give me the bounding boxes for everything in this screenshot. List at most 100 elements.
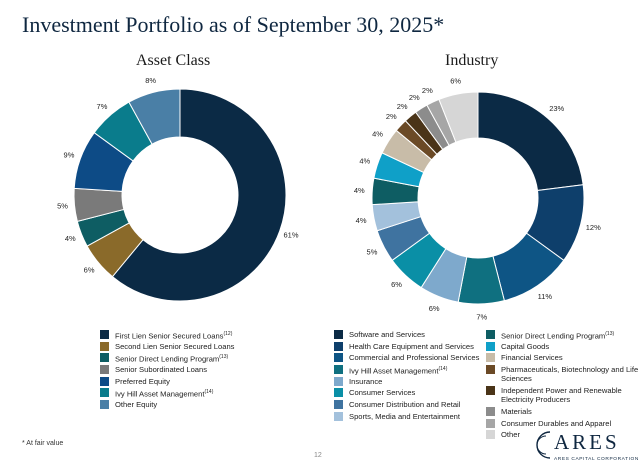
slice-value-label: 2% [422, 86, 433, 95]
legend-label: Consumer Distribution and Retail [349, 400, 461, 410]
footnote-ref: (13) [219, 354, 229, 361]
legend-swatch [486, 365, 495, 375]
legend-swatch [100, 400, 109, 410]
legend-label: Financial Services [501, 353, 563, 363]
legend-label: Second Lien Senior Secured Loans [115, 341, 235, 351]
industry-legend-column-1: Software and Services Health Care Equipme… [334, 330, 479, 424]
footnote-ref: (14) [438, 366, 448, 373]
slice-value-label: 5% [57, 202, 68, 211]
legend-label: Consumer Services [349, 388, 416, 398]
legend-item: Senior Subordinated Loans [100, 365, 234, 377]
slice-value-label: 4% [354, 186, 365, 195]
legend-swatch [100, 341, 109, 351]
legend-swatch [334, 341, 343, 351]
slice-value-label: 61% [284, 230, 299, 239]
legend-label: Senior Direct Lending Program(13) [115, 354, 229, 364]
asset-class-chart-title: Asset Class [136, 52, 211, 69]
industry-chart-title: Industry [445, 52, 499, 69]
legend-swatch [334, 376, 343, 386]
slice-value-label: 6% [391, 280, 402, 289]
legend-swatch [486, 341, 495, 351]
legend-item: Consumer Services [334, 388, 479, 400]
asset-class-legend: First Lien Senior Secured Loans(12) Secon… [100, 330, 234, 412]
page-title: Investment Portfolio as of September 30,… [22, 12, 445, 37]
legend-label: Ivy Hill Asset Management(14) [115, 389, 214, 399]
legend-item: Senior Direct Lending Program(13) [100, 353, 234, 365]
slice-value-label: 4% [356, 216, 367, 225]
legend-item: Independent Power and Renewable Electric… [486, 386, 640, 407]
legend-label: First Lien Senior Secured Loans(12) [115, 331, 233, 341]
legend-label: Health Care Equipment and Services [349, 341, 474, 351]
legend-swatch [486, 430, 495, 440]
legend-swatch [334, 388, 343, 398]
footnote-ref: (12) [223, 331, 233, 337]
legend-label: Commercial and Professional Services [349, 353, 480, 363]
legend-swatch [334, 365, 343, 375]
legend-item: Consumer Durables and Apparel [486, 418, 640, 431]
legend-label: Software and Services [349, 330, 425, 339]
logo-wordmark: ARES [554, 430, 620, 454]
legend-swatch [334, 353, 343, 363]
legend-item: Other [486, 430, 640, 442]
legend-label: Other [501, 430, 520, 440]
donut-slice [477, 91, 584, 192]
footnote: * At fair value [22, 440, 64, 447]
slice-value-label: 6% [84, 266, 95, 275]
page-number: 12 [314, 452, 322, 459]
slice-value-label: 2% [397, 102, 408, 111]
legend-label: Capital Goods [501, 341, 550, 351]
legend-label: Insurance [349, 376, 383, 386]
legend-swatch [100, 330, 109, 339]
slice-value-label: 5% [367, 248, 378, 257]
legend-swatch [486, 418, 495, 428]
legend-label: Materials [501, 407, 532, 417]
slice-value-label: 12% [586, 223, 601, 232]
legend-item: Software and Services [334, 330, 479, 342]
slice-value-label: 6% [429, 304, 440, 313]
logo-mark-icon [536, 431, 551, 459]
legend-swatch [100, 365, 109, 375]
donut-slice [438, 91, 479, 143]
legend-item: Pharmaceuticals, Biotechnology and Life … [486, 365, 640, 386]
legend-label: Ivy Hill Asset Management(14) [349, 366, 448, 376]
legend-item: Insurance [334, 376, 479, 389]
legend-item: Preferred Equity [100, 376, 234, 389]
legend-item: Other Equity [100, 400, 234, 412]
industry-donut-chart: 23%12%11%7%6%6%5%4%4%4%4%2%2%2%2%6% [354, 77, 601, 320]
legend-item: Materials [486, 407, 640, 419]
slice-value-label: 2% [386, 112, 397, 121]
legend-item: Consumer Distribution and Retail [334, 400, 479, 412]
legend-item: Financial Services [486, 353, 640, 365]
legend-item: Ivy Hill Asset Management(14) [100, 388, 234, 400]
asset-class-donut-chart: 61% 6% 4% 5% 9% 7% 8% [57, 76, 299, 302]
slice-value-label: 23% [549, 104, 564, 113]
slice-value-label: 4% [372, 130, 383, 139]
slice-value-label: 6% [450, 77, 461, 86]
slice-value-label: 7% [97, 102, 108, 111]
legend-swatch [334, 400, 343, 410]
legend-swatch [334, 330, 343, 339]
logo-subtitle: ARES CAPITAL CORPORATION [554, 457, 639, 462]
legend-label: Pharmaceuticals, Biotechnology and Life … [501, 365, 639, 384]
slice-value-label: 7% [476, 312, 487, 320]
legend-item: First Lien Senior Secured Loans(12) [100, 330, 234, 342]
legend-label: Sports, Media and Entertainment [349, 411, 461, 421]
legend-label: Other Equity [115, 400, 158, 410]
slice-value-label: 9% [64, 151, 75, 160]
slice-value-label: 8% [145, 76, 156, 85]
slice-value-label: 4% [65, 234, 76, 243]
legend-swatch [486, 407, 495, 417]
legend-label: Consumer Durables and Apparel [501, 418, 612, 428]
slice-value-label: 4% [359, 157, 370, 166]
industry-legend-column-2: Senior Direct Lending Program(13) Capital… [486, 330, 640, 442]
ares-logo: ARES ARES CAPITAL CORPORATION [532, 430, 638, 468]
legend-item: Ivy Hill Asset Management(14) [334, 365, 479, 377]
legend-swatch [100, 376, 109, 386]
legend-label: Senior Subordinated Loans [115, 365, 208, 375]
slice-value-label: 11% [538, 292, 553, 301]
legend-swatch [486, 386, 495, 396]
legend-label: Preferred Equity [115, 376, 170, 386]
legend-swatch [100, 388, 109, 398]
legend-item: Capital Goods [486, 341, 640, 354]
legend-item: Sports, Media and Entertainment [334, 411, 479, 424]
